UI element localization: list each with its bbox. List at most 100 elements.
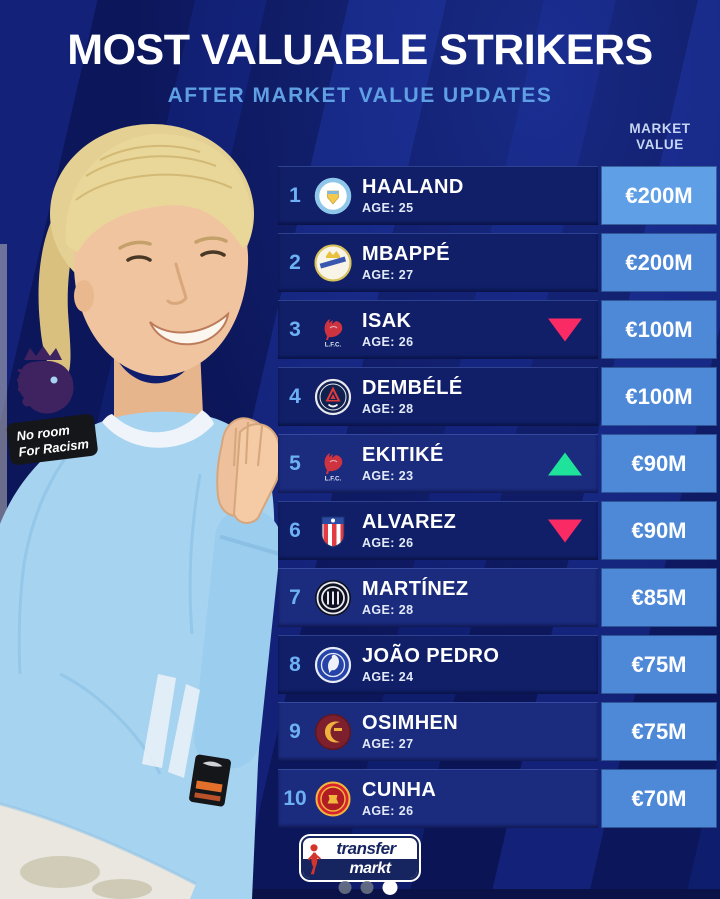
- player-info: CUNHA AGE: 26: [362, 779, 436, 818]
- market-value-header-line1: MARKET: [629, 121, 691, 136]
- club-badge-galatasaray-icon: [314, 713, 352, 751]
- player-name: ALVAREZ: [362, 511, 457, 533]
- eye-left: [126, 255, 152, 262]
- table-row: 2 MBAPPÉ AGE: 27 €200M: [278, 233, 717, 292]
- table-row: 5 L.F.C. EKITIKÉ AGE: 23 €90M: [278, 434, 717, 493]
- market-value-column-header: MARKET VALUE: [602, 121, 718, 153]
- player-name: ISAK: [362, 310, 412, 332]
- svg-text:L.F.C.: L.F.C.: [325, 341, 342, 348]
- trend-down-icon: [548, 519, 582, 542]
- player-age: AGE: 27: [362, 737, 414, 751]
- eyebrow-right: [194, 236, 228, 244]
- jersey-hem-stripes: [142, 674, 200, 778]
- club-badge-realmadrid-icon: [314, 244, 352, 282]
- player-cell: 3 L.F.C. ISAK AGE: 26: [278, 300, 598, 359]
- rank-label: 1: [289, 183, 301, 207]
- transfermarkt-logo: transfer markt: [301, 836, 419, 880]
- player-info: DEMBÉLÉ AGE: 28: [362, 377, 463, 416]
- rank-label: 2: [289, 250, 301, 274]
- player-cell: 1 HAALAND AGE: 25: [278, 166, 598, 225]
- forearm: [194, 509, 278, 769]
- player-info: MBAPPÉ AGE: 27: [362, 243, 450, 282]
- player-age: AGE: 28: [362, 603, 414, 617]
- rank-label: 3: [289, 317, 301, 341]
- dot-icon: [360, 881, 374, 894]
- rank-label: 7: [289, 585, 301, 609]
- player-info: EKITIKÉ AGE: 23: [362, 444, 444, 483]
- hem-line: [0, 802, 197, 886]
- club-badge-mancity-icon: [314, 177, 352, 215]
- table-row: 1 HAALAND AGE: 25 €200M: [278, 166, 717, 225]
- market-value-cell: €200M: [601, 233, 717, 292]
- player-age: AGE: 23: [362, 469, 414, 483]
- player-name: EKITIKÉ: [362, 444, 444, 466]
- rank-label: 6: [289, 518, 301, 542]
- player-cell: 2 MBAPPÉ AGE: 27: [278, 233, 598, 292]
- table-row: 9 OSIMHEN AGE: 27 €75M: [278, 702, 717, 761]
- table-row: 8 JOÃO PEDRO AGE: 24 €75M: [278, 635, 717, 694]
- grass-stain: [92, 879, 152, 899]
- player-name: DEMBÉLÉ: [362, 377, 463, 399]
- transfermarkt-runner-icon: [307, 844, 322, 875]
- player-name: MARTÍNEZ: [362, 578, 469, 600]
- rank-label: 8: [289, 652, 301, 676]
- player-photo-haaland: No room For Racism: [0, 124, 278, 899]
- market-value-header-line2: VALUE: [636, 137, 684, 152]
- table-row: 4 DEMBÉLÉ AGE: 28 €100M: [278, 367, 717, 426]
- player-age: AGE: 27: [362, 268, 414, 282]
- carousel-dots: [338, 880, 398, 895]
- page-title: MOST VALUABLE STRIKERS: [67, 26, 653, 74]
- dot-icon: [338, 881, 352, 894]
- clapping-hands: [216, 417, 278, 524]
- logo-row-markt: markt: [303, 859, 417, 878]
- player-info: MARTÍNEZ AGE: 28: [362, 578, 469, 617]
- trend-up-icon: [548, 452, 582, 475]
- player-info: JOÃO PEDRO AGE: 24: [362, 645, 499, 684]
- player-name: JOÃO PEDRO: [362, 645, 500, 667]
- logo-row-transfer: transfer: [303, 838, 417, 859]
- player-cell: 10 CUNHA AGE: 26: [278, 769, 598, 828]
- eyebrow-left: [118, 240, 152, 250]
- player-age: AGE: 28: [362, 402, 414, 416]
- club-badge-manutd-icon: [314, 780, 352, 818]
- eye-right: [200, 250, 226, 257]
- player-age: AGE: 26: [362, 536, 414, 550]
- rank-label: 4: [289, 384, 301, 408]
- player-name: HAALAND: [362, 176, 464, 198]
- player-cell: 5 L.F.C. EKITIKÉ AGE: 23: [278, 434, 598, 493]
- player-cell: 8 JOÃO PEDRO AGE: 24: [278, 635, 598, 694]
- market-value-cell: €100M: [601, 367, 717, 426]
- market-value-cell: €100M: [601, 300, 717, 359]
- jersey-tag: [189, 754, 231, 807]
- patch-text-line1: No room: [16, 422, 71, 443]
- logo-text-transfer: transfer: [336, 838, 396, 858]
- ear: [74, 280, 94, 312]
- trend-down-icon: [548, 318, 582, 341]
- player-cell: 7 MARTÍNEZ AGE: 28: [278, 568, 598, 627]
- table-row: 6 ALVAREZ AGE: 26 €90M: [278, 501, 717, 560]
- player-name: CUNHA: [362, 779, 437, 801]
- market-value-cell: €75M: [601, 702, 717, 761]
- player-age: AGE: 24: [362, 670, 414, 684]
- rank-label: 5: [289, 451, 301, 475]
- player-name: OSIMHEN: [362, 712, 459, 734]
- player-cell: 9 OSIMHEN AGE: 27: [278, 702, 598, 761]
- logo-text-markt: markt: [349, 859, 391, 877]
- market-value-cell: €90M: [601, 501, 717, 560]
- player-info: HAALAND AGE: 25: [362, 176, 464, 215]
- player-age: AGE: 25: [362, 201, 414, 215]
- club-badge-liverpool-icon: L.F.C.: [314, 311, 352, 349]
- player-cell: 6 ALVAREZ AGE: 26: [278, 501, 598, 560]
- club-badge-chelsea-icon: [314, 646, 352, 684]
- market-value-cell: €75M: [601, 635, 717, 694]
- market-value-cell: €70M: [601, 769, 717, 828]
- ponytail: [38, 184, 92, 379]
- table-row: 3 L.F.C. ISAK AGE: 26 €100M: [278, 300, 717, 359]
- club-badge-liverpool-icon: L.F.C.: [314, 445, 352, 483]
- club-badge-inter-icon: [314, 579, 352, 617]
- smile: [149, 311, 230, 346]
- rank-label: 9: [289, 719, 301, 743]
- page-subtitle: AFTER MARKET VALUE UPDATES: [167, 84, 553, 107]
- market-value-cell: €200M: [601, 166, 717, 225]
